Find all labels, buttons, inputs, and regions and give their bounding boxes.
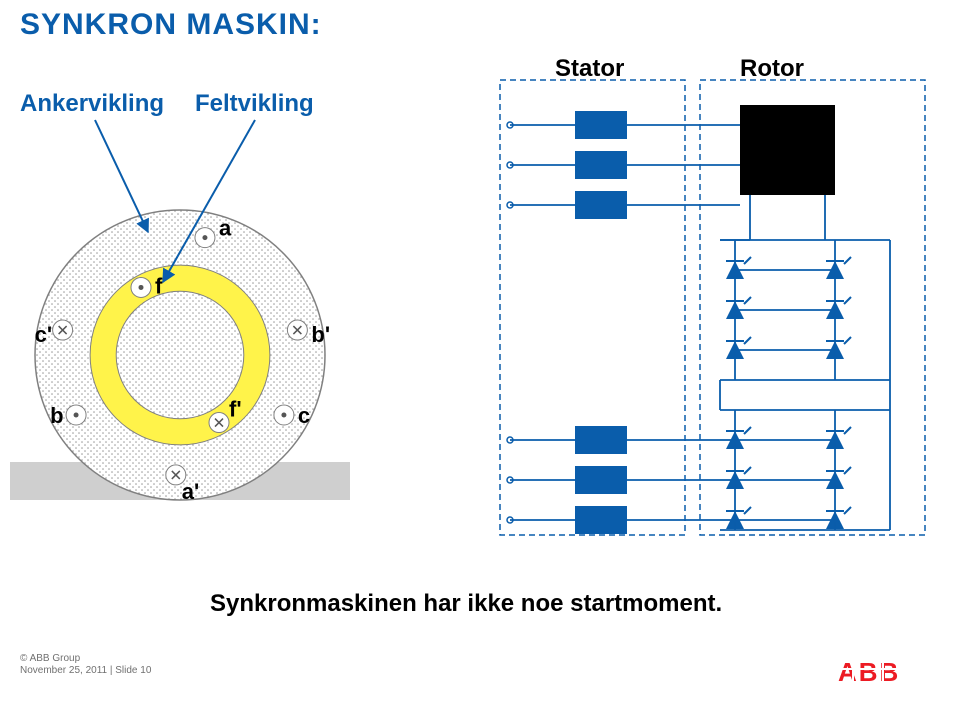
footer-line2: November 25, 2011 | Slide 10 [20, 665, 151, 677]
abb-logo: ABB [838, 651, 938, 691]
footer: © ABB Group November 25, 2011 | Slide 10 [20, 653, 151, 677]
schematic-diagram [0, 0, 960, 560]
svg-text:ABB: ABB [838, 657, 900, 687]
caption: Synkronmaskinen har ikke noe startmoment… [210, 590, 722, 618]
footer-line1: © ABB Group [20, 653, 151, 665]
